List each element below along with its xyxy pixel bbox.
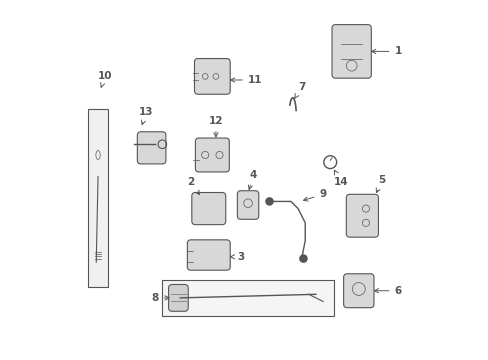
Text: 10: 10 (98, 71, 112, 87)
FancyBboxPatch shape (343, 274, 373, 308)
Text: 1: 1 (371, 46, 401, 57)
Bar (88, 109, 108, 287)
FancyBboxPatch shape (195, 138, 229, 172)
Text: 9: 9 (303, 189, 326, 201)
Bar (162, 280, 333, 316)
Text: 5: 5 (375, 175, 385, 193)
Text: 13: 13 (139, 107, 153, 125)
Text: 3: 3 (230, 252, 244, 262)
FancyBboxPatch shape (187, 240, 230, 270)
FancyBboxPatch shape (331, 24, 370, 78)
FancyBboxPatch shape (346, 194, 378, 237)
Text: 14: 14 (333, 170, 347, 187)
Circle shape (299, 255, 306, 262)
FancyBboxPatch shape (168, 284, 188, 311)
Text: 2: 2 (187, 177, 199, 195)
Text: 6: 6 (374, 286, 401, 296)
Text: 7: 7 (294, 82, 305, 98)
FancyBboxPatch shape (194, 59, 230, 94)
Text: 8: 8 (151, 293, 169, 303)
FancyBboxPatch shape (191, 193, 225, 225)
FancyBboxPatch shape (237, 191, 258, 219)
Circle shape (265, 198, 272, 205)
Text: 4: 4 (248, 170, 257, 189)
FancyBboxPatch shape (137, 132, 165, 164)
Text: 11: 11 (230, 75, 262, 85)
Text: 12: 12 (208, 116, 223, 137)
